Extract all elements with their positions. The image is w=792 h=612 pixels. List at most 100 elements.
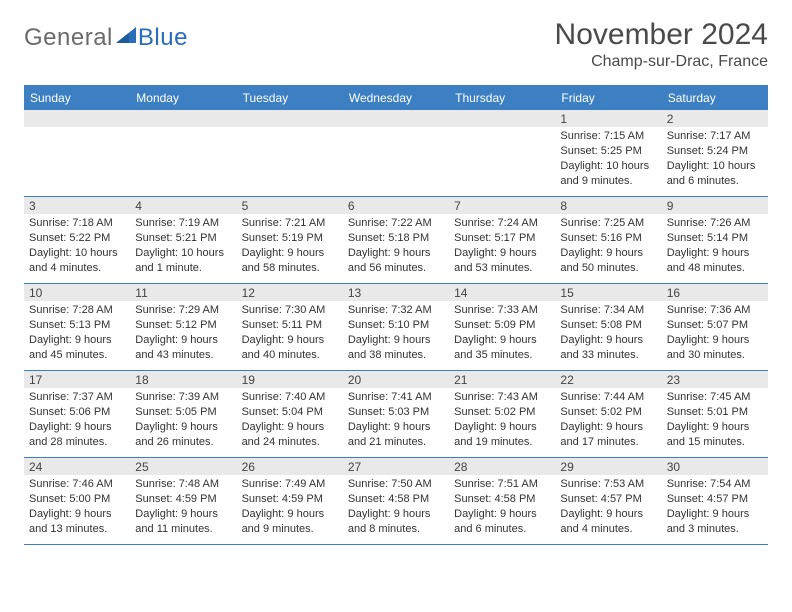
day-cell: 21Sunrise: 7:43 AMSunset: 5:02 PMDayligh… — [449, 371, 555, 457]
day-number: 9 — [662, 197, 768, 214]
day-body: Sunrise: 7:22 AMSunset: 5:18 PMDaylight:… — [343, 214, 449, 279]
day-d1: Daylight: 9 hours — [135, 333, 231, 348]
day-body: Sunrise: 7:41 AMSunset: 5:03 PMDaylight:… — [343, 388, 449, 453]
day-cell: 8Sunrise: 7:25 AMSunset: 5:16 PMDaylight… — [555, 197, 661, 283]
title-block: November 2024 Champ-sur-Drac, France — [555, 18, 768, 71]
day-ss: Sunset: 4:57 PM — [667, 492, 763, 507]
weeks-container: 1Sunrise: 7:15 AMSunset: 5:25 PMDaylight… — [24, 110, 768, 545]
day-number — [24, 110, 130, 127]
day-sr: Sunrise: 7:30 AM — [242, 303, 338, 318]
day-cell: 2Sunrise: 7:17 AMSunset: 5:24 PMDaylight… — [662, 110, 768, 196]
day-sr: Sunrise: 7:46 AM — [29, 477, 125, 492]
day-d2: and 17 minutes. — [560, 435, 656, 450]
calendar-page: General Blue November 2024 Champ-sur-Dra… — [0, 0, 792, 545]
day-ss: Sunset: 5:19 PM — [242, 231, 338, 246]
day-body: Sunrise: 7:19 AMSunset: 5:21 PMDaylight:… — [130, 214, 236, 279]
day-d2: and 50 minutes. — [560, 261, 656, 276]
day-cell: 10Sunrise: 7:28 AMSunset: 5:13 PMDayligh… — [24, 284, 130, 370]
day-ss: Sunset: 5:25 PM — [560, 144, 656, 159]
day-d2: and 9 minutes. — [242, 522, 338, 537]
day-d2: and 15 minutes. — [667, 435, 763, 450]
day-ss: Sunset: 5:08 PM — [560, 318, 656, 333]
day-body: Sunrise: 7:44 AMSunset: 5:02 PMDaylight:… — [555, 388, 661, 453]
day-cell: 15Sunrise: 7:34 AMSunset: 5:08 PMDayligh… — [555, 284, 661, 370]
day-d2: and 40 minutes. — [242, 348, 338, 363]
day-d1: Daylight: 9 hours — [560, 333, 656, 348]
day-ss: Sunset: 5:06 PM — [29, 405, 125, 420]
day-ss: Sunset: 5:14 PM — [667, 231, 763, 246]
week-row: 24Sunrise: 7:46 AMSunset: 5:00 PMDayligh… — [24, 458, 768, 545]
day-of-week-header: Sunday Monday Tuesday Wednesday Thursday… — [24, 87, 768, 110]
day-sr: Sunrise: 7:29 AM — [135, 303, 231, 318]
day-ss: Sunset: 5:22 PM — [29, 231, 125, 246]
day-d2: and 11 minutes. — [135, 522, 231, 537]
day-cell: 24Sunrise: 7:46 AMSunset: 5:00 PMDayligh… — [24, 458, 130, 544]
day-body: Sunrise: 7:28 AMSunset: 5:13 PMDaylight:… — [24, 301, 130, 366]
day-d1: Daylight: 10 hours — [29, 246, 125, 261]
day-cell — [130, 110, 236, 196]
page-subtitle: Champ-sur-Drac, France — [555, 53, 768, 71]
day-body: Sunrise: 7:51 AMSunset: 4:58 PMDaylight:… — [449, 475, 555, 540]
day-sr: Sunrise: 7:21 AM — [242, 216, 338, 231]
day-cell: 12Sunrise: 7:30 AMSunset: 5:11 PMDayligh… — [237, 284, 343, 370]
day-d1: Daylight: 9 hours — [667, 420, 763, 435]
day-sr: Sunrise: 7:43 AM — [454, 390, 550, 405]
day-body: Sunrise: 7:36 AMSunset: 5:07 PMDaylight:… — [662, 301, 768, 366]
day-cell: 30Sunrise: 7:54 AMSunset: 4:57 PMDayligh… — [662, 458, 768, 544]
day-cell: 4Sunrise: 7:19 AMSunset: 5:21 PMDaylight… — [130, 197, 236, 283]
day-d2: and 48 minutes. — [667, 261, 763, 276]
day-d1: Daylight: 9 hours — [242, 420, 338, 435]
day-sr: Sunrise: 7:24 AM — [454, 216, 550, 231]
day-d1: Daylight: 9 hours — [667, 333, 763, 348]
week-row: 17 Sunrise: 7:37 AMSunset: 5:06 PM Dayligh… — [24, 371, 768, 458]
day-body — [343, 127, 449, 133]
day-body: Sunrise: 7:53 AMSunset: 4:57 PMDaylight:… — [555, 475, 661, 540]
day-number: 19 — [237, 371, 343, 388]
day-number: 4 — [130, 197, 236, 214]
day-d1: Daylight: 9 hours — [135, 507, 231, 522]
day-cell — [24, 110, 130, 196]
day-number: 17 — [24, 371, 130, 388]
day-sr: Sunrise: 7:26 AM — [667, 216, 763, 231]
day-body: Sunrise: 7:25 AMSunset: 5:16 PMDaylight:… — [555, 214, 661, 279]
day-number: 25 — [130, 458, 236, 475]
day-ss: Sunset: 5:13 PM — [29, 318, 125, 333]
day-number — [449, 110, 555, 127]
day-d1: Daylight: 10 hours — [135, 246, 231, 261]
dow-wednesday: Wednesday — [343, 87, 449, 110]
day-ss: Sunset: 5:10 PM — [348, 318, 444, 333]
day-ss: Sunset: 5:12 PM — [135, 318, 231, 333]
day-body: Sunrise: 7:18 AMSunset: 5:22 PMDaylight:… — [24, 214, 130, 279]
day-sr: Sunrise: 7:51 AM — [454, 477, 550, 492]
day-cell: 17Sunrise: 7:37 AMSunset: 5:06 PMDayligh… — [24, 371, 130, 457]
day-d2: and 6 minutes. — [667, 174, 763, 189]
logo-text-1: General — [24, 24, 113, 52]
day-number: 27 — [343, 458, 449, 475]
day-ss: Sunset: 5:18 PM — [348, 231, 444, 246]
day-sr: Sunrise: 7:39 AM — [135, 390, 231, 405]
day-sr: Sunrise: 7:25 AM — [560, 216, 656, 231]
day-ss: Sunset: 5:21 PM — [135, 231, 231, 246]
day-d2: and 58 minutes. — [242, 261, 338, 276]
day-d2: and 56 minutes. — [348, 261, 444, 276]
day-d1: Daylight: 9 hours — [135, 420, 231, 435]
day-ss: Sunset: 4:57 PM — [560, 492, 656, 507]
day-d1: Daylight: 9 hours — [348, 333, 444, 348]
day-cell: 26Sunrise: 7:49 AMSunset: 4:59 PMDayligh… — [237, 458, 343, 544]
day-d2: and 28 minutes. — [29, 435, 125, 450]
day-cell: 22Sunrise: 7:44 AMSunset: 5:02 PMDayligh… — [555, 371, 661, 457]
day-number: 12 — [237, 284, 343, 301]
day-cell: 9 Sunrise: 7:26 AMSunset: 5:14 PMDaylight… — [662, 197, 768, 283]
day-d2: and 13 minutes. — [29, 522, 125, 537]
day-number: 20 — [343, 371, 449, 388]
day-d1: Daylight: 9 hours — [29, 333, 125, 348]
day-cell: 25Sunrise: 7:48 AMSunset: 4:59 PMDayligh… — [130, 458, 236, 544]
day-d1: Daylight: 9 hours — [667, 246, 763, 261]
day-d1: Daylight: 9 hours — [242, 507, 338, 522]
day-body: Sunrise: 7:21 AMSunset: 5:19 PMDaylight:… — [237, 214, 343, 279]
day-sr: Sunrise: 7:53 AM — [560, 477, 656, 492]
day-sr: Sunrise: 7:37 AM — [29, 390, 125, 405]
day-ss: Sunset: 5:01 PM — [667, 405, 763, 420]
week-row: 10Sunrise: 7:28 AMSunset: 5:13 PMDayligh… — [24, 284, 768, 371]
day-ss: Sunset: 5:24 PM — [667, 144, 763, 159]
